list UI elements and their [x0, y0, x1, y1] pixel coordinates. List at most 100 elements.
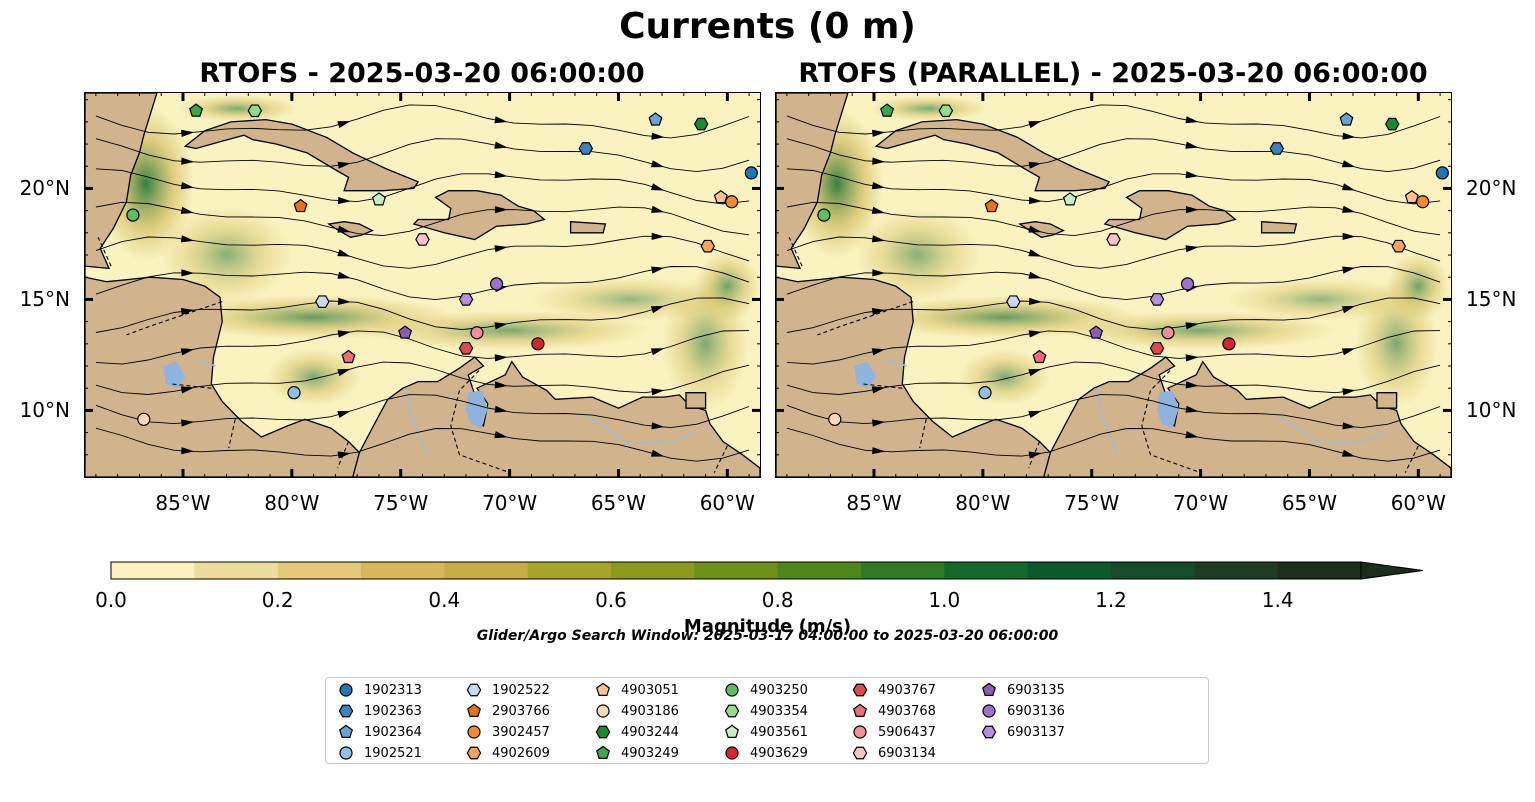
legend-item-3902457: 3902457 — [466, 722, 550, 742]
pentagon-marker-shape — [853, 703, 867, 717]
current-streamline — [95, 297, 750, 333]
pentagon-marker-icon — [467, 703, 481, 717]
pentagon-marker-icon — [853, 703, 867, 717]
streamline-arrow — [1028, 121, 1042, 129]
streamline-arrow — [651, 422, 665, 430]
streamline-arrow — [1185, 322, 1199, 330]
country-border — [1141, 370, 1201, 474]
float-marker-5906437 — [470, 326, 484, 340]
legend-label: 6903137 — [1007, 724, 1065, 740]
circle-marker-icon — [339, 746, 353, 760]
legend-label: 4903244 — [621, 724, 679, 740]
streamline-arrow — [1028, 451, 1042, 459]
lat-tick-label-left: 20°N — [19, 176, 70, 201]
float-marker-4903244 — [1384, 117, 1400, 131]
streamline-arrow — [337, 161, 351, 169]
legend-label: 4902609 — [492, 745, 550, 761]
legend-item-4903768: 4903768 — [852, 701, 936, 721]
current-streamline — [95, 235, 750, 269]
legend-item-6903134: 6903134 — [852, 743, 936, 763]
streamline-arrow — [337, 121, 351, 129]
colorbar-tick-label: 1.0 — [928, 588, 961, 612]
colorbar-segment — [861, 562, 945, 579]
legend-item-4903629: 4903629 — [724, 743, 808, 763]
panel-title-rtofs: RTOFS - 2025-03-20 06:00:00 — [199, 58, 645, 89]
streamline-arrow — [650, 160, 665, 168]
legend-label: 4903186 — [621, 703, 679, 719]
jamaica-land — [327, 221, 374, 238]
hexagon-marker-shape — [338, 704, 354, 718]
streamline-arrow — [180, 386, 195, 394]
current-streamline — [786, 361, 1441, 395]
streamline-arrow — [1341, 348, 1356, 356]
float-marker-3902457 — [725, 195, 739, 209]
hexagon-marker-icon — [981, 725, 997, 739]
float-marker-4903244 — [693, 117, 709, 131]
float-marker-4903561 — [1062, 192, 1077, 206]
streamline-arrow — [1342, 132, 1356, 140]
circle-marker-icon — [725, 746, 739, 760]
lon-tick-label: 80°W — [264, 491, 320, 515]
float-marker-1902522 — [315, 295, 330, 308]
legend-label: 4903561 — [750, 724, 808, 740]
float-marker-4903768 — [1032, 349, 1047, 364]
streamline-arrow — [871, 308, 886, 316]
float-marker-2903766 — [293, 198, 308, 213]
float-marker-4903767 — [458, 341, 474, 355]
current-streamline — [786, 201, 1441, 237]
colorbar-segment — [277, 562, 362, 579]
streamline-arrow — [1028, 196, 1043, 205]
streamline-arrow — [1028, 225, 1042, 233]
lon-tick-label: 70°W — [481, 491, 538, 515]
lon-tick-label: 60°W — [1390, 491, 1446, 515]
puerto-rico-land — [1260, 221, 1298, 234]
river-line — [884, 358, 907, 367]
float-marker-1902313 — [744, 166, 758, 180]
legend-item-5906437: 5906437 — [852, 722, 936, 742]
colorbar — [110, 561, 1424, 584]
current-streamline — [95, 361, 750, 395]
streamline-arrow — [181, 419, 195, 427]
pentagon-marker-icon — [339, 724, 353, 738]
float-marker-4902609 — [1391, 239, 1407, 253]
streamline-arrow — [494, 405, 508, 413]
streamline-arrow — [337, 451, 351, 459]
streamline-arrow — [1028, 161, 1042, 169]
hexagon-marker-shape — [595, 725, 611, 739]
streamline-arrow — [1341, 305, 1356, 314]
float-marker-1902364 — [1339, 112, 1354, 126]
country-border — [788, 237, 803, 267]
streamline-arrow — [1185, 431, 1199, 439]
streamline-arrow — [181, 447, 195, 455]
country-border — [126, 301, 223, 336]
float-marker-4903767 — [1149, 341, 1165, 355]
pentagon-marker-icon — [982, 682, 996, 696]
current-streamline — [95, 168, 750, 205]
streamline-arrow — [337, 297, 352, 305]
colorbar-tick-label: 0.0 — [95, 588, 127, 612]
streamline-arrow — [1341, 183, 1356, 191]
jamaica-land — [1018, 221, 1065, 238]
streamline-arrow — [1185, 354, 1199, 362]
float-marker-4903354 — [938, 104, 954, 118]
colorbar-segment — [361, 562, 445, 579]
country-border — [228, 419, 236, 449]
legend-label: 4903767 — [878, 682, 936, 698]
circle-marker-shape — [725, 746, 739, 760]
legend-label: 4903250 — [750, 682, 808, 698]
colorbar-tick-label: 0.8 — [761, 588, 794, 612]
streamline-arrow — [872, 269, 886, 277]
legend-label: 2903766 — [492, 703, 550, 719]
hexagon-marker-shape — [466, 746, 482, 760]
float-marker-1902521 — [978, 386, 992, 400]
circle-marker-icon — [853, 725, 867, 739]
current-speed-field — [368, 310, 652, 351]
legend-label: 1902521 — [364, 745, 422, 761]
streamline-arrow — [1185, 381, 1199, 389]
legend-item-1902521: 1902521 — [338, 743, 422, 763]
float-marker-1902521 — [287, 386, 301, 400]
lon-tick-label: 60°W — [699, 491, 755, 515]
hexagon-marker-shape — [852, 746, 868, 760]
streamline-arrow — [337, 330, 351, 338]
streamline-arrow — [180, 348, 195, 356]
